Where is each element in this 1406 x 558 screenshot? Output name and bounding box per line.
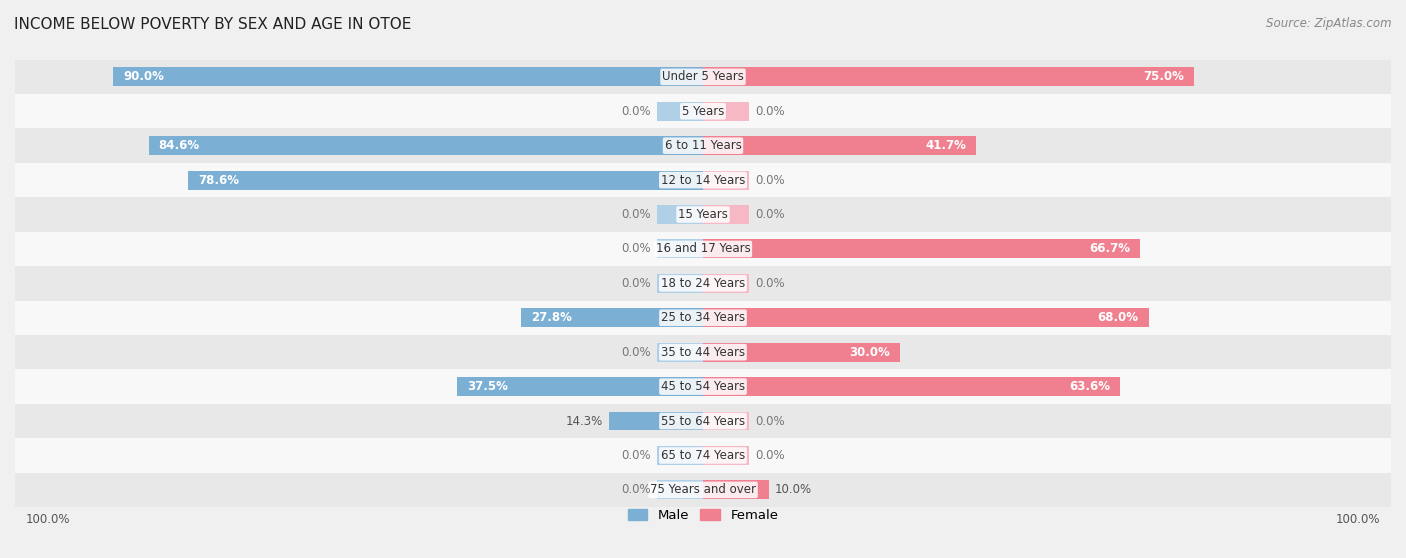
Text: 0.0%: 0.0%	[621, 346, 651, 359]
Text: 27.8%: 27.8%	[530, 311, 572, 324]
Bar	[703, 102, 749, 121]
Bar	[657, 446, 703, 465]
Bar	[15, 369, 1391, 404]
Bar	[703, 446, 749, 465]
Bar	[703, 136, 976, 155]
Text: 0.0%: 0.0%	[621, 208, 651, 221]
Bar	[15, 94, 1391, 128]
Bar	[657, 274, 703, 293]
Bar	[703, 309, 1149, 327]
Text: 0.0%: 0.0%	[755, 277, 785, 290]
Bar	[15, 198, 1391, 232]
Text: 25 to 34 Years: 25 to 34 Years	[661, 311, 745, 324]
Bar	[149, 136, 703, 155]
Bar	[15, 473, 1391, 507]
Text: 0.0%: 0.0%	[621, 242, 651, 256]
Text: Under 5 Years: Under 5 Years	[662, 70, 744, 83]
Bar	[703, 377, 1119, 396]
Bar	[657, 102, 703, 121]
Bar	[15, 128, 1391, 163]
Text: 0.0%: 0.0%	[621, 449, 651, 462]
Text: 0.0%: 0.0%	[621, 105, 651, 118]
Text: 65 to 74 Years: 65 to 74 Years	[661, 449, 745, 462]
Text: 66.7%: 66.7%	[1090, 242, 1130, 256]
Bar	[703, 171, 749, 190]
Bar	[703, 274, 749, 293]
Text: 6 to 11 Years: 6 to 11 Years	[665, 139, 741, 152]
Text: 0.0%: 0.0%	[755, 208, 785, 221]
Text: 55 to 64 Years: 55 to 64 Years	[661, 415, 745, 427]
Bar	[703, 343, 900, 362]
Text: 84.6%: 84.6%	[159, 139, 200, 152]
Bar	[703, 205, 749, 224]
Text: 37.5%: 37.5%	[467, 380, 508, 393]
Text: 63.6%: 63.6%	[1069, 380, 1109, 393]
Text: INCOME BELOW POVERTY BY SEX AND AGE IN OTOE: INCOME BELOW POVERTY BY SEX AND AGE IN O…	[14, 17, 412, 32]
Text: 0.0%: 0.0%	[755, 415, 785, 427]
Text: 30.0%: 30.0%	[849, 346, 890, 359]
Text: 0.0%: 0.0%	[621, 277, 651, 290]
Text: 45 to 54 Years: 45 to 54 Years	[661, 380, 745, 393]
Bar	[15, 301, 1391, 335]
Text: 75.0%: 75.0%	[1143, 70, 1185, 83]
Bar	[609, 412, 703, 430]
Text: 0.0%: 0.0%	[755, 174, 785, 186]
Bar	[703, 239, 1140, 258]
Bar	[520, 309, 703, 327]
Text: 0.0%: 0.0%	[755, 105, 785, 118]
Bar	[15, 232, 1391, 266]
Bar	[703, 412, 749, 430]
Text: 14.3%: 14.3%	[565, 415, 603, 427]
Bar	[15, 60, 1391, 94]
Text: 75 Years and over: 75 Years and over	[650, 483, 756, 497]
Bar	[657, 480, 703, 499]
Text: 15 Years: 15 Years	[678, 208, 728, 221]
Bar	[15, 404, 1391, 438]
Text: 0.0%: 0.0%	[621, 483, 651, 497]
Bar	[15, 438, 1391, 473]
Text: 41.7%: 41.7%	[925, 139, 966, 152]
Bar	[114, 68, 703, 86]
Bar	[188, 171, 703, 190]
Text: 12 to 14 Years: 12 to 14 Years	[661, 174, 745, 186]
Legend: Male, Female: Male, Female	[623, 503, 783, 527]
Text: 68.0%: 68.0%	[1098, 311, 1139, 324]
Text: Source: ZipAtlas.com: Source: ZipAtlas.com	[1267, 17, 1392, 30]
Bar	[657, 205, 703, 224]
Text: 35 to 44 Years: 35 to 44 Years	[661, 346, 745, 359]
Bar	[15, 335, 1391, 369]
Text: 5 Years: 5 Years	[682, 105, 724, 118]
Bar	[457, 377, 703, 396]
Text: 16 and 17 Years: 16 and 17 Years	[655, 242, 751, 256]
Bar	[657, 239, 703, 258]
Text: 10.0%: 10.0%	[775, 483, 813, 497]
Text: 78.6%: 78.6%	[198, 174, 239, 186]
Bar	[15, 266, 1391, 301]
Text: 18 to 24 Years: 18 to 24 Years	[661, 277, 745, 290]
Text: 90.0%: 90.0%	[124, 70, 165, 83]
Bar	[703, 68, 1195, 86]
Bar	[703, 480, 769, 499]
Text: 0.0%: 0.0%	[755, 449, 785, 462]
Bar	[657, 343, 703, 362]
Bar	[15, 163, 1391, 198]
